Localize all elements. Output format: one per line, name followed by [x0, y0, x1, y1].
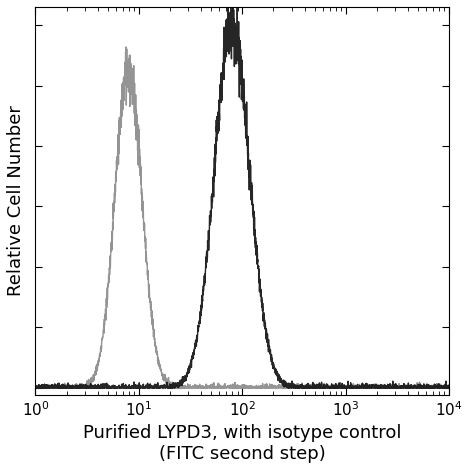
- X-axis label: Purified LYPD3, with isotype control
(FITC second step): Purified LYPD3, with isotype control (FI…: [83, 424, 401, 463]
- Y-axis label: Relative Cell Number: Relative Cell Number: [7, 106, 25, 297]
